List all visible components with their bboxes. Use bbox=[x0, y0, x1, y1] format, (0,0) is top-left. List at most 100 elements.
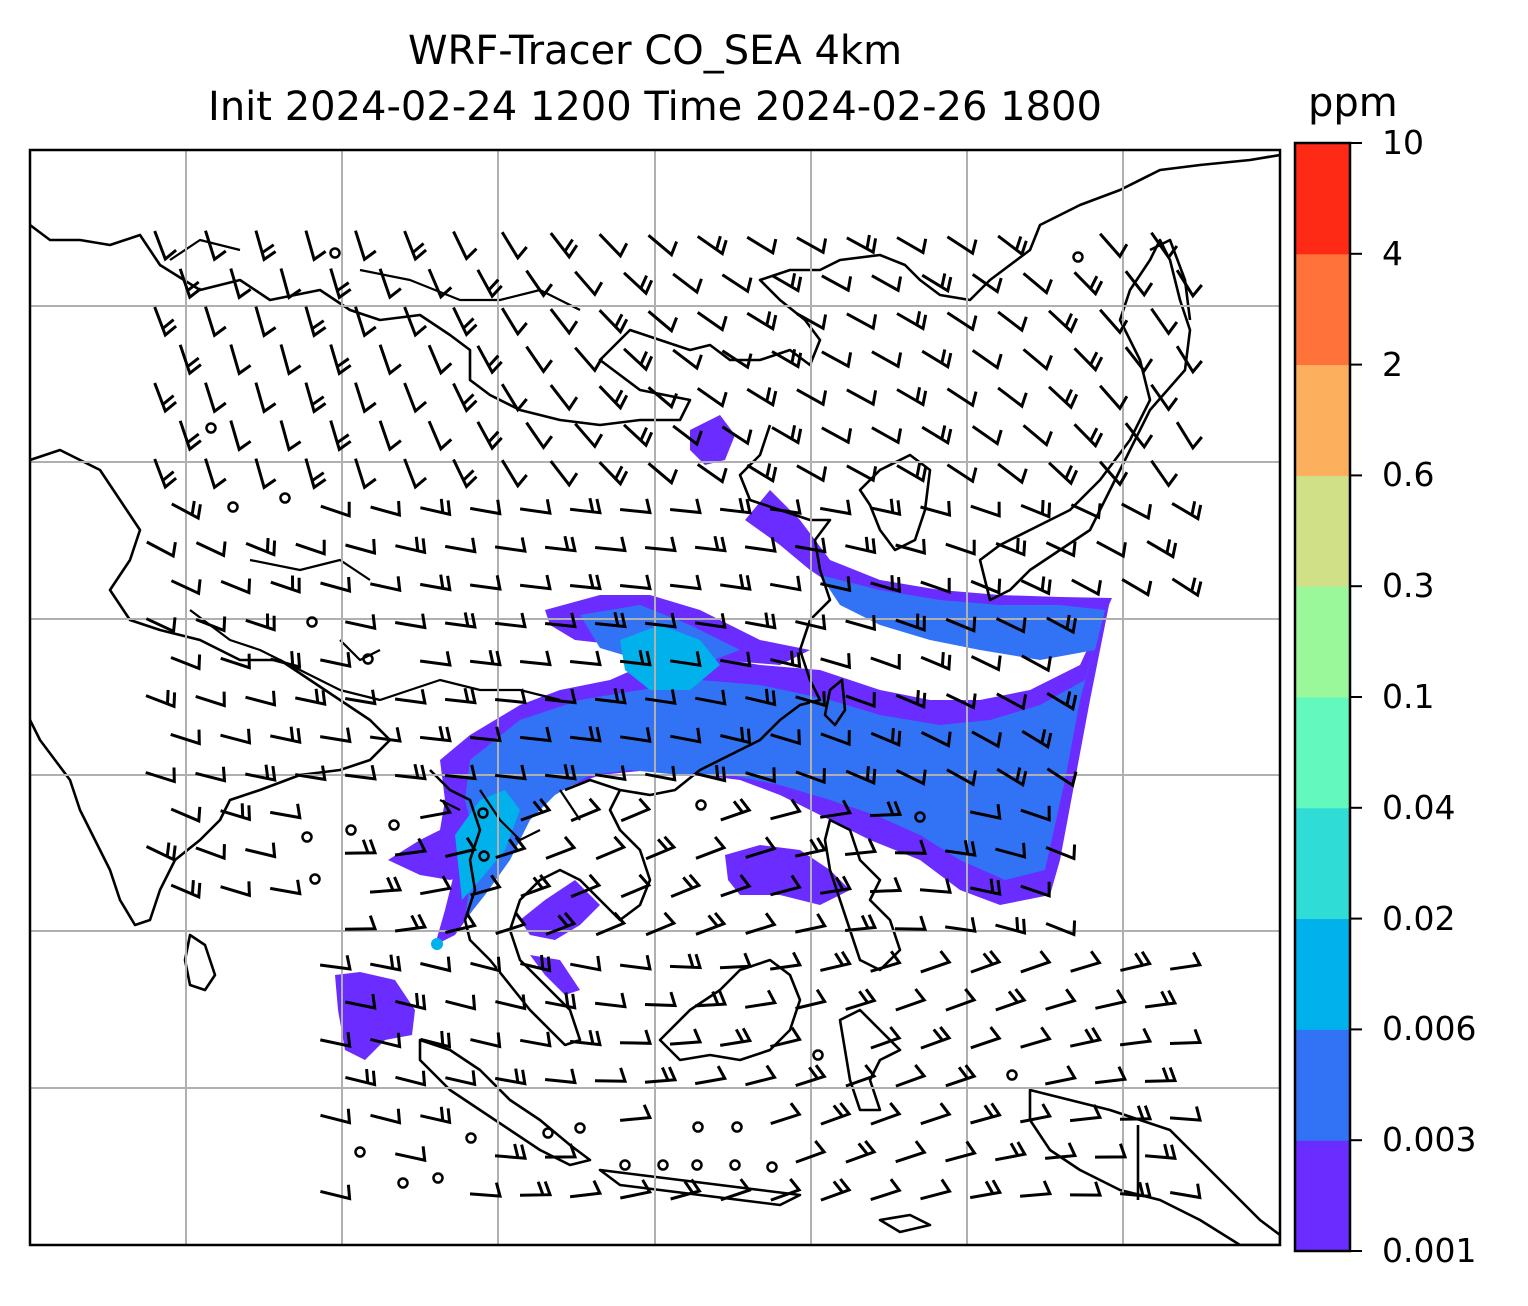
wind-barb bbox=[445, 912, 477, 934]
wind-barb bbox=[946, 387, 978, 408]
wind-barb bbox=[695, 764, 727, 783]
wind-barb bbox=[494, 612, 527, 629]
wind-barb bbox=[1094, 1143, 1128, 1159]
wind-barb bbox=[1171, 577, 1203, 598]
wind-barb bbox=[997, 234, 1028, 257]
wind-barb bbox=[695, 689, 727, 706]
wind-barb bbox=[245, 764, 277, 782]
calm-wind-marker bbox=[619, 1159, 631, 1171]
wind-barb bbox=[1044, 1142, 1078, 1160]
wind-barb bbox=[494, 1068, 527, 1086]
wind-barb bbox=[647, 234, 678, 258]
wind-barb bbox=[598, 309, 629, 335]
coastline-sumatra bbox=[418, 1038, 592, 1167]
wind-barb bbox=[719, 497, 752, 515]
wind-barb bbox=[870, 575, 902, 594]
wind-barb bbox=[946, 235, 978, 256]
wind-barb bbox=[719, 1027, 753, 1047]
wind-barb bbox=[997, 386, 1028, 409]
tracer-plume-south bbox=[335, 972, 415, 1060]
wind-barb bbox=[1021, 729, 1053, 750]
wind-barb bbox=[669, 498, 702, 515]
wind-barb bbox=[345, 1068, 377, 1087]
wind-barb bbox=[796, 312, 828, 331]
wind-barb bbox=[719, 574, 752, 591]
wind-barb bbox=[545, 992, 577, 1010]
wind-barb bbox=[354, 382, 377, 414]
wind-barb bbox=[970, 950, 1002, 974]
wind-barb bbox=[1150, 459, 1179, 488]
wind-barb bbox=[820, 730, 851, 747]
wind-barb bbox=[971, 273, 1003, 295]
wind-barb bbox=[178, 344, 202, 376]
wind-barb bbox=[1020, 1103, 1053, 1124]
coastline-taiwan bbox=[823, 678, 847, 727]
wind-barb bbox=[420, 799, 453, 820]
wind-barb bbox=[419, 574, 452, 592]
wind-barb bbox=[1124, 422, 1154, 450]
wind-barb bbox=[1046, 767, 1078, 788]
wind-barb bbox=[696, 387, 728, 409]
wind-barb bbox=[694, 1065, 728, 1086]
wind-barb bbox=[771, 349, 803, 369]
wind-barb bbox=[178, 268, 202, 300]
wind-barb bbox=[870, 1178, 902, 1202]
wind-barb bbox=[595, 835, 627, 861]
wind-barb bbox=[594, 765, 627, 782]
wind-barb bbox=[619, 1029, 653, 1045]
wind-barb bbox=[744, 612, 777, 630]
wind-barb bbox=[549, 308, 579, 336]
wind-barb bbox=[419, 651, 452, 667]
colorbar-tick-label: 0.1 bbox=[1382, 677, 1435, 716]
wind-barb bbox=[746, 463, 778, 484]
wind-barb bbox=[452, 306, 478, 338]
wind-barb bbox=[696, 463, 728, 485]
colorbar-tick-label: 0.6 bbox=[1382, 455, 1435, 495]
wind-barb bbox=[1146, 539, 1178, 559]
wind-barb bbox=[819, 799, 853, 819]
wind-barb bbox=[921, 273, 953, 294]
wind-barb bbox=[846, 464, 878, 483]
wind-barb bbox=[795, 768, 826, 785]
tracer-plume-level2-north bbox=[820, 575, 1105, 660]
wind-barb bbox=[745, 912, 777, 935]
wind-barb bbox=[669, 1028, 703, 1046]
wind-barb bbox=[569, 1029, 602, 1047]
wind-barb bbox=[178, 420, 202, 452]
wind-barb bbox=[245, 690, 277, 707]
wind-barb bbox=[820, 1102, 852, 1126]
wind-barb bbox=[896, 311, 928, 331]
wind-barb bbox=[146, 540, 177, 559]
wind-barb bbox=[420, 1030, 452, 1049]
wind-barb bbox=[254, 382, 277, 414]
calm-wind-marker bbox=[329, 247, 341, 259]
wind-barb bbox=[1169, 951, 1203, 971]
wind-barb bbox=[845, 1064, 877, 1088]
wind-barb bbox=[369, 576, 402, 593]
wind-barb bbox=[1144, 1143, 1177, 1160]
wind-barb bbox=[995, 842, 1027, 859]
wind-barb bbox=[354, 458, 377, 490]
wind-barb bbox=[469, 1182, 502, 1198]
wind-barb bbox=[845, 615, 877, 632]
wind-barb bbox=[544, 763, 577, 781]
colorbar-segment bbox=[1295, 697, 1350, 809]
wind-barb bbox=[195, 691, 226, 708]
colorbar-segment bbox=[1295, 918, 1350, 1030]
wind-barb bbox=[995, 988, 1027, 1012]
wind-barb bbox=[670, 873, 702, 898]
wind-barb bbox=[525, 345, 554, 374]
wind-barb bbox=[971, 425, 1003, 447]
wind-barb bbox=[1020, 881, 1051, 898]
wind-barb bbox=[378, 344, 402, 376]
wind-barb bbox=[445, 1070, 477, 1087]
wind-barb bbox=[549, 384, 579, 412]
wind-barb bbox=[1021, 654, 1052, 673]
wind-barb bbox=[920, 1102, 952, 1126]
calm-wind-marker bbox=[362, 653, 374, 665]
wind-barb bbox=[354, 306, 377, 338]
wind-barb bbox=[378, 268, 402, 300]
coastline-philippines bbox=[823, 818, 902, 972]
wind-barb bbox=[745, 1064, 777, 1087]
